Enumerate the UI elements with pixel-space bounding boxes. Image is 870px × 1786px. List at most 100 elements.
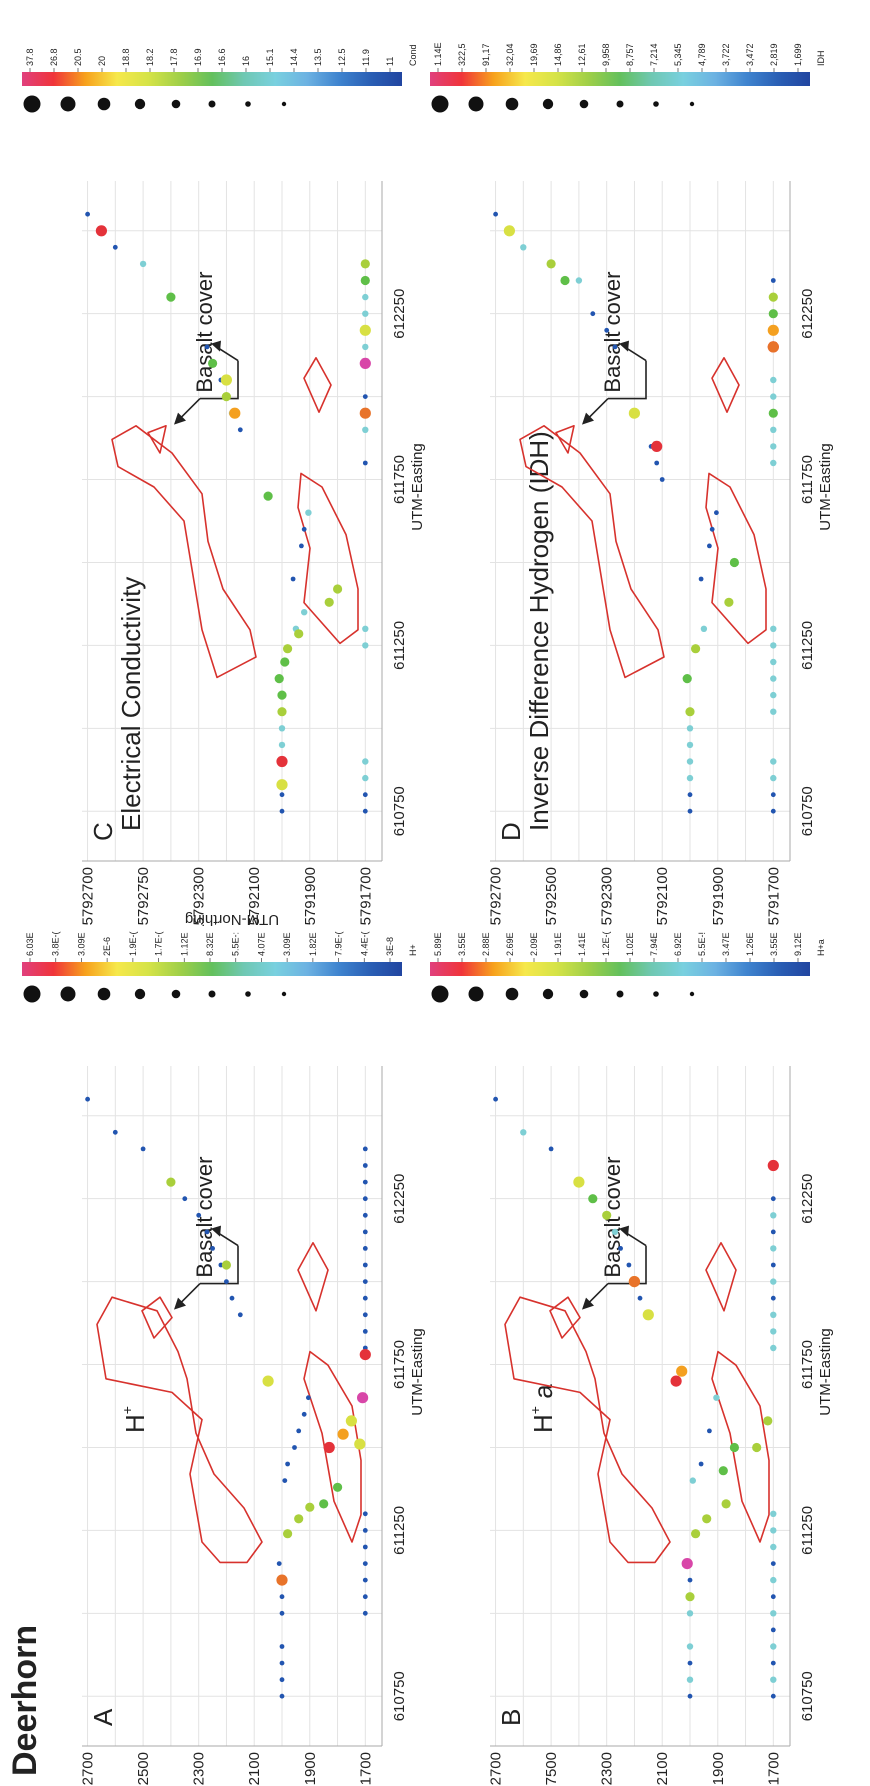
data-point bbox=[770, 1660, 776, 1666]
data-point bbox=[220, 374, 232, 386]
data-point bbox=[770, 792, 776, 798]
x-tick-label: 611750 bbox=[391, 455, 408, 504]
data-point bbox=[659, 477, 665, 482]
data-point bbox=[707, 543, 712, 549]
data-point bbox=[763, 1416, 773, 1426]
data-point bbox=[277, 707, 287, 717]
y-tick-label: 5792100 bbox=[246, 867, 263, 925]
data-point bbox=[702, 1514, 712, 1524]
legend-unit: H+ bbox=[408, 944, 418, 956]
legend-tick-label: 6.03E bbox=[25, 932, 35, 956]
data-point bbox=[204, 1229, 210, 1235]
legend-tick-label: 9.12E bbox=[793, 932, 803, 956]
data-point bbox=[768, 292, 778, 302]
basalt-outline bbox=[303, 356, 332, 414]
basalt-outline bbox=[96, 1296, 263, 1564]
legend-tick-label: 5.89E bbox=[433, 932, 443, 956]
y-tick-label: 5791700 bbox=[765, 1752, 782, 1786]
data-point bbox=[292, 1445, 297, 1450]
data-point bbox=[691, 1529, 701, 1539]
legend-size-dot bbox=[134, 988, 146, 1000]
data-point bbox=[770, 1245, 777, 1252]
basalt-outline bbox=[504, 1296, 671, 1564]
data-point bbox=[770, 376, 777, 384]
data-point bbox=[729, 1442, 740, 1453]
data-point bbox=[359, 407, 371, 419]
panel-label: Electrical Conductivity bbox=[116, 577, 146, 831]
legend-tick-label: 7.9E-( bbox=[334, 931, 344, 956]
arrowhead bbox=[619, 1225, 629, 1237]
data-point bbox=[681, 1558, 693, 1570]
data-point bbox=[546, 259, 556, 269]
data-point bbox=[611, 1228, 619, 1236]
legend-unit: Cond bbox=[408, 44, 418, 66]
panel-c: 610750 611250 611750 612250 5792700 5792750 57… bbox=[22, 44, 426, 928]
x-axis-label: UTM-Easting bbox=[817, 443, 834, 531]
data-point bbox=[85, 1096, 90, 1102]
y-tick-label: 5792300 bbox=[191, 867, 208, 925]
data-point bbox=[560, 275, 570, 286]
y-tick-label: 5792700 bbox=[488, 1752, 505, 1786]
data-point bbox=[359, 324, 371, 336]
data-point bbox=[301, 608, 308, 616]
legend-tick-label: 2.88E bbox=[481, 932, 491, 956]
x-tick-label: 612250 bbox=[799, 1174, 816, 1224]
basalt-outline bbox=[705, 1242, 737, 1312]
data-point bbox=[323, 1441, 335, 1454]
data-point bbox=[277, 690, 287, 700]
data-point bbox=[770, 1594, 776, 1600]
data-point bbox=[221, 391, 231, 402]
data-point bbox=[263, 491, 273, 501]
data-point bbox=[204, 344, 210, 350]
panel-d: 610750 611250 611750 612250 5792700 5792500 57… bbox=[430, 42, 834, 925]
data-point bbox=[590, 311, 596, 317]
legend-tick-label: 26.8 bbox=[49, 48, 59, 66]
data-point bbox=[770, 1643, 777, 1650]
data-point bbox=[729, 557, 740, 568]
legend-tick-label: 3E-8 bbox=[385, 937, 395, 956]
x-tick-label: 611750 bbox=[391, 1340, 408, 1389]
data-point bbox=[362, 1577, 368, 1583]
data-point bbox=[770, 1344, 777, 1352]
legend-size-dot bbox=[505, 97, 519, 111]
legend-tick-label: 1.7E-( bbox=[154, 931, 164, 956]
data-point bbox=[362, 343, 369, 351]
legend-tick-label: 4.4E-( bbox=[359, 931, 369, 956]
x-axis-label: UTM-Easting bbox=[817, 1328, 834, 1416]
data-point bbox=[768, 309, 778, 319]
data-point bbox=[520, 1129, 527, 1136]
data-point bbox=[770, 1212, 777, 1219]
data-point bbox=[628, 1276, 641, 1288]
arrowhead bbox=[211, 1225, 221, 1237]
legend-size-dot bbox=[431, 985, 449, 1003]
data-point bbox=[503, 225, 515, 237]
data-point bbox=[770, 675, 777, 682]
data-point bbox=[685, 707, 695, 717]
data-point bbox=[770, 808, 776, 814]
data-point bbox=[602, 1210, 612, 1220]
legend-tick-label: 7,214 bbox=[649, 43, 659, 66]
data-point bbox=[770, 1527, 777, 1534]
legend-size-dot bbox=[23, 95, 41, 113]
legend-size-dot bbox=[171, 989, 181, 999]
basalt-outline bbox=[147, 424, 167, 454]
data-point bbox=[770, 642, 777, 649]
legend-tick-label: 8,757 bbox=[625, 43, 635, 66]
y-tick-label: 5792100 bbox=[654, 867, 671, 925]
data-point bbox=[362, 293, 369, 301]
x-tick-label: 612250 bbox=[391, 289, 408, 339]
legend-size-dot bbox=[653, 991, 659, 997]
y-tick-label: 5791900 bbox=[710, 1752, 727, 1786]
legend-tick-label: 14,86 bbox=[553, 43, 563, 66]
basalt-outline bbox=[297, 472, 359, 645]
data-point bbox=[362, 758, 369, 765]
data-point bbox=[182, 1196, 188, 1202]
data-point bbox=[262, 1375, 274, 1387]
data-point bbox=[687, 792, 693, 798]
legend-tick-label: 1.91E bbox=[553, 932, 563, 956]
basalt-outline bbox=[555, 424, 575, 454]
data-point bbox=[360, 275, 370, 286]
legend-tick-label: 3.47E bbox=[721, 932, 731, 956]
